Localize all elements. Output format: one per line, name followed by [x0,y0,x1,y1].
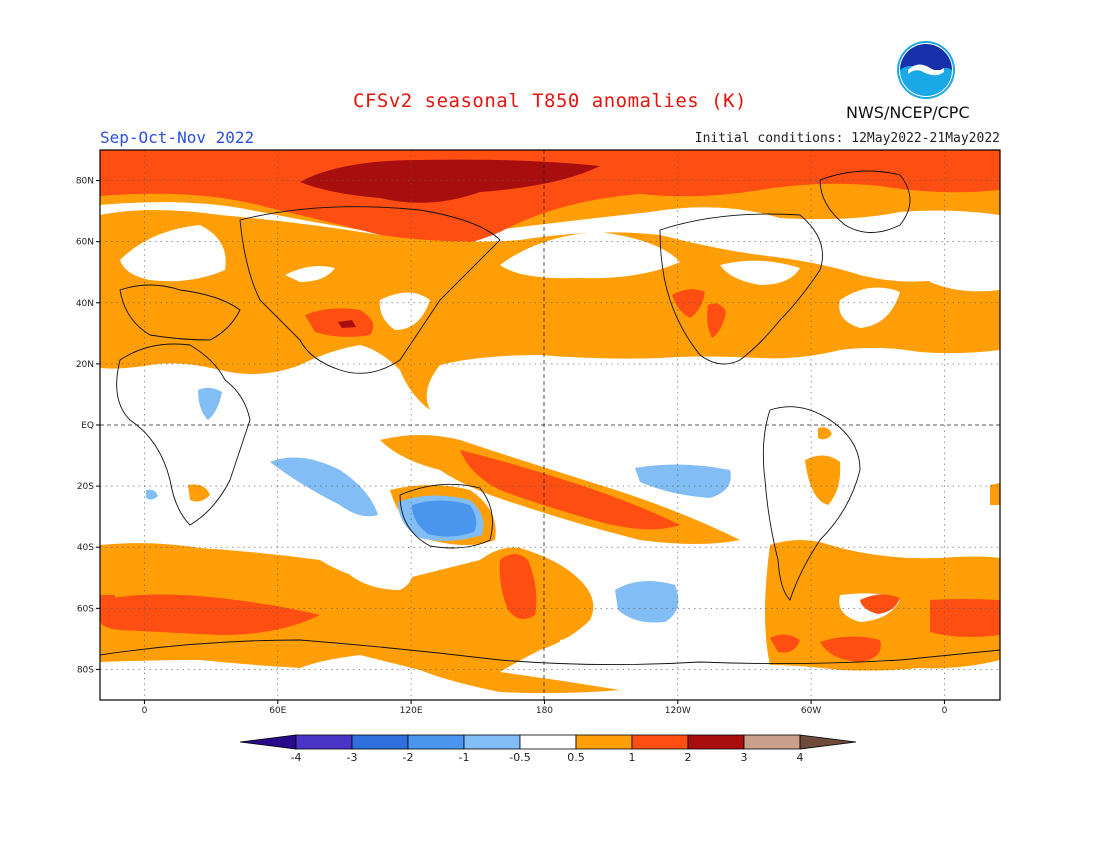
lat-tick-label: 20S [77,482,94,492]
southern-ocean-warm-band [100,543,620,694]
lat-tick-label: 20N [76,360,94,370]
coastlines [100,170,1000,666]
season-label: Sep-Oct-Nov 2022 [100,128,255,147]
colorbar-label: 2 [685,751,692,764]
indian-southern-red-band [100,594,320,635]
lon-tick-label: 0 [142,706,148,716]
lon-tick-label: 120E [400,706,423,716]
initial-conditions-label: Initial conditions: 12May2022-21May2022 [694,131,1000,146]
europe-neutral-region [120,225,226,282]
colorbar-segment [463,734,521,750]
lon-tick-label: 60W [801,706,821,716]
lat-tick-label: 80S [77,665,94,675]
lon-tick-label: 120W [665,706,691,716]
colorbar-label: -3 [347,751,358,764]
africa-coastline [116,343,251,526]
chart-title: CFSv2 seasonal T850 anomalies (K) [353,90,747,112]
map-gridlines [100,150,1000,700]
atlantic-edge-warm-region [990,483,1000,505]
russia-neutral-region [285,266,335,282]
north-america-coastline [659,213,823,365]
drake-red-region [770,634,800,653]
colorbar-segment [631,734,689,750]
lon-tick-label: 60E [269,706,286,716]
greenland-coastline [819,170,911,233]
colorbar-segment [575,734,633,750]
canada-neutral-region [720,260,800,285]
colorbar-segment [519,734,577,750]
noaa-logo-icon [897,41,955,99]
south-america-coastline [762,406,861,601]
scandinavia-neutral-region [925,238,1000,292]
atlantic-neutral-region [839,287,900,328]
colorbar-label: -1 [459,751,470,764]
lon-tick-label: 180 [536,706,553,716]
colorbar-segment [407,734,465,750]
eurasia-warm-region [100,210,1000,410]
longitude-labels: 0 60E 120E 180 120W 60W 0 [142,700,948,716]
tasman-red-region [499,554,537,619]
colorbar-segment [743,734,801,750]
south-africa-warm-region [188,484,210,502]
colorbar-min-arrow [239,734,297,750]
south-pacific-blue-region [615,581,679,623]
colorbar-label: -4 [291,751,302,764]
colorbar-segment [295,734,353,750]
north-pacific-neutral-region [500,232,680,279]
colorbar-label: 0.5 [567,751,585,764]
central-us-red-region [707,303,726,338]
colorbar-segment [687,734,745,750]
weddell-red-region [820,636,881,662]
lat-tick-label: 60N [76,238,94,248]
colorbar: -4 -3 -2 -1 -0.5 0.5 1 2 3 4 [239,734,857,764]
south-america-warm-region [805,455,841,505]
europe-coastline [119,284,241,341]
east-asia-neutral-region [379,292,430,330]
lat-tick-label: EQ [81,421,94,431]
lat-tick-label: 40S [77,543,94,553]
lat-tick-label: 80N [76,177,94,187]
colorbar-label: 3 [741,751,748,764]
australia-coastline [399,483,493,549]
indian-ocean-blue-region [270,457,378,517]
colorbar-segment [351,734,409,750]
western-us-red-region [672,289,705,318]
amazon-warm-region [818,427,832,440]
arctic-dark-red-region [300,159,600,203]
antarctica-coastline [100,639,1000,666]
agency-label: NWS/NCEP/CPC [846,103,970,122]
colorbar-label: 1 [629,751,636,764]
east-pacific-blue-region [635,464,731,498]
south-atlantic-red-region [860,594,900,614]
central-asia-dark-red-region [338,320,356,328]
madagascar-blue-region [146,489,158,500]
lon-tick-label: 0 [942,706,948,716]
antarctic-neutral-region [560,630,747,687]
lat-tick-label: 40N [76,299,94,309]
south-indian-neutral-region [350,551,414,590]
colorbar-max-arrow [799,734,857,750]
colorbar-label: 4 [797,751,804,764]
east-atlantic-red-region [930,599,1000,637]
south-pacific-red-tongue [460,450,680,530]
colorbar-label: -2 [403,751,414,764]
anomaly-field [100,150,1000,700]
latitude-labels: 80N 60N 40N 20N EQ 20S 40S 60S 80S [76,177,100,675]
asia-coastline [239,206,501,374]
lat-tick-label: 60S [77,604,94,614]
west-edge-red-region [100,595,115,605]
colorbar-label: -0.5 [509,751,530,764]
australia-blue-region [412,500,477,537]
africa-blue-region [198,387,222,420]
